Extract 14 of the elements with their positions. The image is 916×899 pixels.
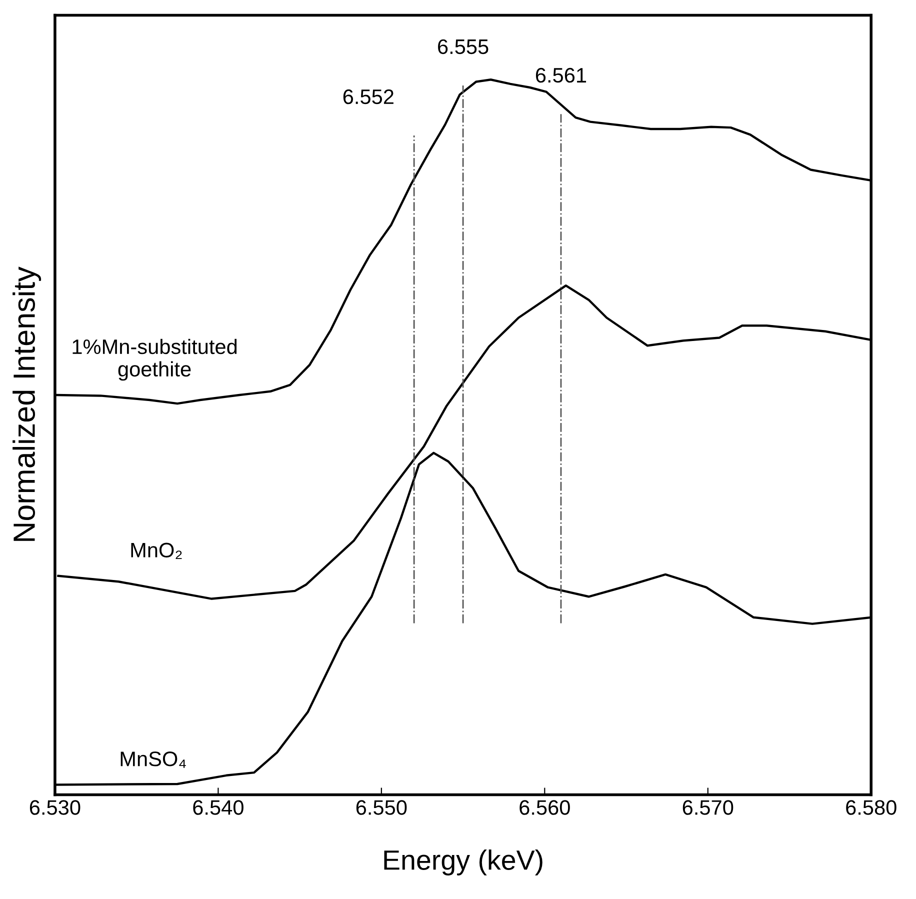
ref-line-label: 6.552 [343, 89, 394, 104]
x-tick-label: 6.540 [193, 800, 244, 815]
x-tick-label: 6.570 [682, 800, 734, 815]
y-axis-title: Normalized Intensity [12, 266, 42, 541]
x-tick-label: 6.560 [520, 800, 570, 815]
x-tick-label: 6.550 [356, 800, 407, 815]
x-tick-label: 6.530 [30, 800, 80, 815]
series-label: MnSO₄ [120, 752, 186, 768]
x-tick-label: 6.580 [846, 800, 896, 815]
ref-line-label: 6.555 [438, 39, 488, 54]
ref-line-label: 6.561 [536, 68, 586, 83]
x-axis-title: Energy (keV) [384, 850, 542, 876]
series-label: 1%Mn-substituted goethite [72, 338, 237, 381]
series-label: MnO₂ [131, 542, 182, 560]
